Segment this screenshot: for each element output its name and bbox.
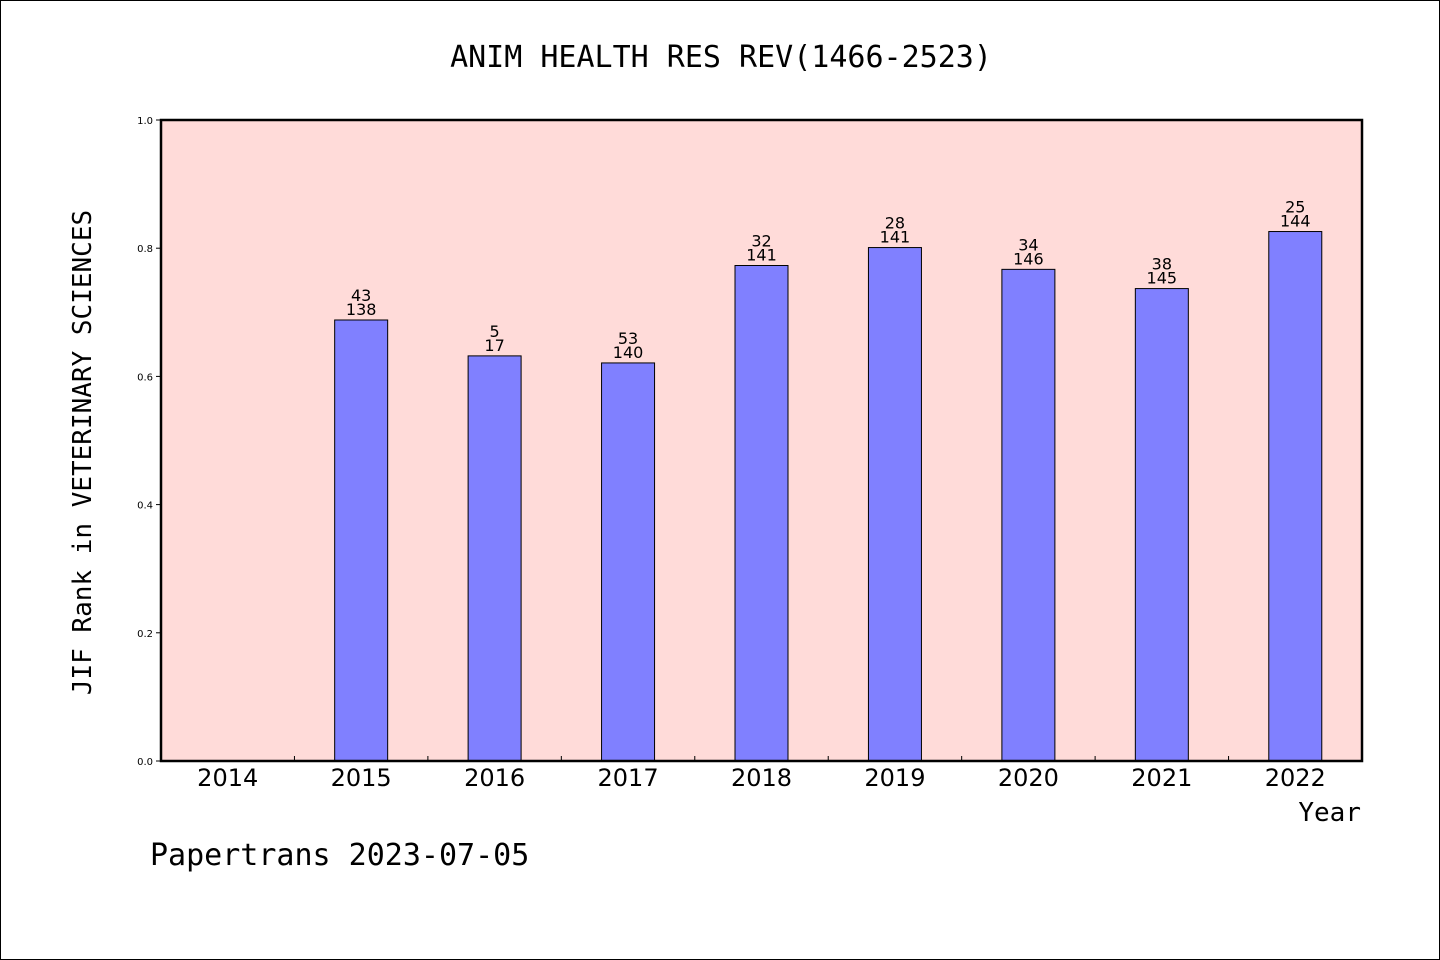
bar-total-label: 146 — [1013, 249, 1044, 268]
y-axis: 0.0 0.2 0.4 0.6 0.8 1.0 — [137, 116, 161, 768]
bar-total-label: 140 — [613, 343, 644, 362]
x-tick-label: 2016 — [464, 764, 525, 792]
bar — [1268, 231, 1323, 762]
x-tick-label: 2022 — [1265, 764, 1326, 792]
bar-total-label: 17 — [484, 336, 504, 355]
bar-rank-label: 5 — [490, 322, 500, 341]
y-axis-label: JIF Rank in VETERINARY SCIENCES — [68, 210, 98, 695]
y-tick-label: 0.8 — [137, 244, 153, 255]
bar — [601, 362, 656, 762]
bar-rank-label: 34 — [1018, 235, 1038, 254]
bar — [334, 319, 389, 762]
x-tick-label: 2019 — [864, 764, 925, 792]
y-tick-label: 0.0 — [137, 757, 153, 768]
bar-rank-label: 53 — [618, 329, 638, 348]
bar — [1134, 288, 1189, 762]
bars — [334, 231, 1323, 762]
x-tick-label: 2014 — [197, 764, 258, 792]
x-tick-label: 2015 — [331, 764, 392, 792]
bar-total-label: 141 — [746, 246, 777, 265]
plot-border — [159, 118, 1364, 763]
bar-total-label: 141 — [880, 228, 911, 247]
y-tick-label: 1.0 — [137, 116, 153, 127]
y-tick-label: 0.4 — [137, 501, 153, 512]
bar-total-label: 145 — [1147, 269, 1178, 288]
bar-rank-label: 25 — [1285, 198, 1305, 217]
bar — [867, 247, 922, 762]
x-tick-label: 2020 — [998, 764, 1059, 792]
y-tick-label: 0.2 — [137, 629, 153, 640]
x-tick-label: 2021 — [1131, 764, 1192, 792]
bar-rank-label: 38 — [1152, 255, 1172, 274]
bar-total-label: 138 — [346, 300, 377, 319]
bar-rank-label: 43 — [351, 286, 371, 305]
x-axis: 2014 2015 2016 2017 2018 2019 2020 2021 2022 — [197, 756, 1326, 792]
bar-rank-label: 32 — [751, 232, 771, 251]
x-axis-label: Year — [1298, 798, 1361, 828]
bar-total-label: 144 — [1280, 212, 1311, 231]
bar-rank-label: 28 — [885, 214, 905, 233]
footer-credit: Papertrans 2023-07-05 — [150, 838, 529, 873]
bar — [734, 265, 789, 762]
x-tick-label: 2018 — [731, 764, 792, 792]
y-tick-label: 0.6 — [137, 372, 153, 383]
bar — [467, 355, 522, 762]
chart-title: ANIM HEALTH RES REV(1466-2523) — [450, 40, 992, 75]
x-tick-label: 2017 — [598, 764, 659, 792]
bar — [1001, 268, 1056, 762]
